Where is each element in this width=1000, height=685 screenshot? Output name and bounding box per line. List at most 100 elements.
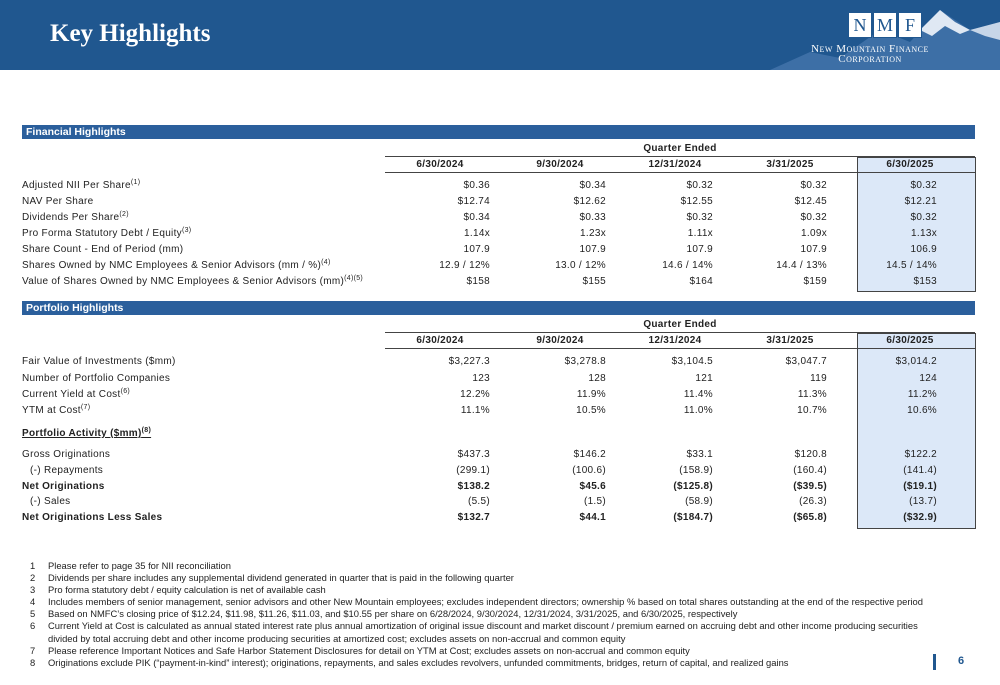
footnote-text: Dividends per share includes any supplem… [48, 572, 514, 584]
cell-value: (141.4) [903, 465, 937, 476]
logo-letter: N [848, 12, 872, 38]
cell-value: $3,014.2 [895, 356, 937, 367]
cell-value: 11.3% [797, 389, 827, 400]
footnote: 6 Current Yield at Cost is calculated as … [30, 620, 940, 644]
label-text: Value of Shares Owned by NMC Employees &… [22, 276, 345, 287]
label-text: Gross Originations [22, 449, 111, 460]
cell-value: 11.2% [907, 389, 937, 400]
label-text: (-) Repayments [30, 465, 104, 476]
cell-value: (5.5) [467, 496, 490, 507]
cell-value: $12.21 [904, 196, 937, 207]
cell-value: $12.62 [573, 196, 606, 207]
cell-value: $0.32 [686, 212, 713, 223]
cell-value: $0.32 [800, 180, 827, 191]
cell-value: $164 [689, 276, 713, 287]
cell-value: (100.6) [572, 465, 606, 476]
highlight-column [857, 157, 976, 292]
label-text: Dividends Per Share [22, 212, 120, 223]
logo-letter: F [898, 12, 922, 38]
label-text: Pro Forma Statutory Debt / Equity [22, 228, 182, 239]
cell-value: $33.1 [686, 449, 713, 460]
cell-value: 121 [695, 373, 713, 384]
rule [385, 332, 975, 333]
label-text: Number of Portfolio Companies [22, 373, 171, 384]
footnote-number: 4 [30, 596, 36, 608]
column-header: 3/31/2025 [766, 335, 814, 346]
footnote-text: Please refer to page 35 for NII reconcil… [48, 560, 231, 571]
cell-value: 11.1% [460, 405, 490, 416]
footnote-ref: (3) [181, 227, 192, 234]
cell-value: 14.4 / 13% [776, 260, 827, 271]
group-header: Quarter Ended [643, 319, 717, 330]
cell-value: $146.2 [573, 449, 606, 460]
label-text: Net Originations [22, 481, 105, 492]
cell-value: 1.09x [801, 228, 827, 239]
row-label: Dividends Per Share(2) [22, 211, 129, 224]
row-label: NAV Per Share [22, 196, 94, 208]
column-header: 12/31/2024 [648, 335, 702, 346]
page-title: Key Highlights [50, 20, 211, 47]
cell-value: $12.45 [794, 196, 827, 207]
cell-value: 10.7% [797, 405, 827, 416]
company-name: Corporation [838, 53, 902, 65]
label-text: Net Originations Less Sales [22, 512, 163, 523]
footnote-ref: (4)(5) [344, 275, 364, 282]
cell-value: 11.0% [683, 405, 713, 416]
label-text: Current Yield at Cost [22, 389, 121, 400]
cell-value: $0.32 [910, 212, 937, 223]
label-text: NAV Per Share [22, 196, 94, 207]
footnote-text: Includes members of senior management, s… [48, 596, 923, 608]
rule [385, 172, 975, 173]
cell-value: 14.5 / 14% [886, 260, 937, 271]
footnote-number: 8 [30, 656, 36, 668]
cell-value: $138.2 [457, 481, 490, 492]
footnote: 1 Please refer to page 35 for NII reconci… [30, 560, 940, 572]
cell-value: $3,104.5 [671, 356, 713, 367]
section-bar: Portfolio Highlights [22, 301, 975, 315]
label-text: Portfolio Activity ($mm) [22, 428, 142, 439]
cell-value: $0.36 [463, 180, 490, 191]
footnote-number: 2 [30, 572, 36, 584]
company-name: New Mountain Finance [811, 43, 929, 55]
footnote: 3 Pro forma statutory debt / equity calcu… [30, 584, 940, 596]
column-header: 12/31/2024 [648, 159, 702, 170]
row-label: Current Yield at Cost(6) [22, 388, 130, 401]
label-text: Shares Owned by NMC Employees & Senior A… [22, 260, 322, 271]
footnote-number: 6 [30, 620, 36, 632]
row-label: (-) Repayments [30, 465, 103, 477]
cell-value: 107.9 [686, 244, 713, 255]
row-label: Gross Originations [22, 449, 110, 461]
footnote-text: Current Yield at Cost is calculated as a… [48, 620, 918, 644]
page-number: 6 [958, 655, 965, 667]
cell-value: $3,278.8 [564, 356, 606, 367]
footnote: 2 Dividends per share includes any supple… [30, 572, 940, 584]
cell-value: 124 [919, 373, 937, 384]
highlight-column [857, 333, 976, 529]
cell-value: 107.9 [800, 244, 827, 255]
activity-title: Portfolio Activity ($mm)(8) [22, 427, 151, 440]
group-header: Quarter Ended [643, 143, 717, 154]
row-label: (-) Sales [30, 496, 70, 508]
cell-value: $122.2 [904, 449, 937, 460]
logo-mountains [770, 10, 1000, 70]
label-text: Share Count - End of Period (mm) [22, 244, 184, 255]
cell-value: (58.9) [685, 496, 713, 507]
cell-value: 1.13x [911, 228, 937, 239]
cell-value: (26.3) [799, 496, 827, 507]
cell-value: 13.0 / 12% [555, 260, 606, 271]
footnote-number: 5 [30, 608, 36, 620]
logo-letter: M [873, 12, 897, 38]
footnote-number: 3 [30, 584, 36, 596]
cell-value: 12.2% [460, 389, 490, 400]
footnote-ref: (7) [80, 404, 91, 411]
column-header: 9/30/2024 [536, 159, 584, 170]
cell-value: $132.7 [457, 512, 490, 523]
cell-value: 11.4% [683, 389, 713, 400]
label-text: (-) Sales [30, 496, 71, 507]
cell-value: 107.9 [463, 244, 490, 255]
cell-value: $45.6 [579, 481, 606, 492]
cell-value: 106.9 [910, 244, 937, 255]
cell-value: (1.5) [583, 496, 606, 507]
cell-value: 10.5% [576, 405, 606, 416]
